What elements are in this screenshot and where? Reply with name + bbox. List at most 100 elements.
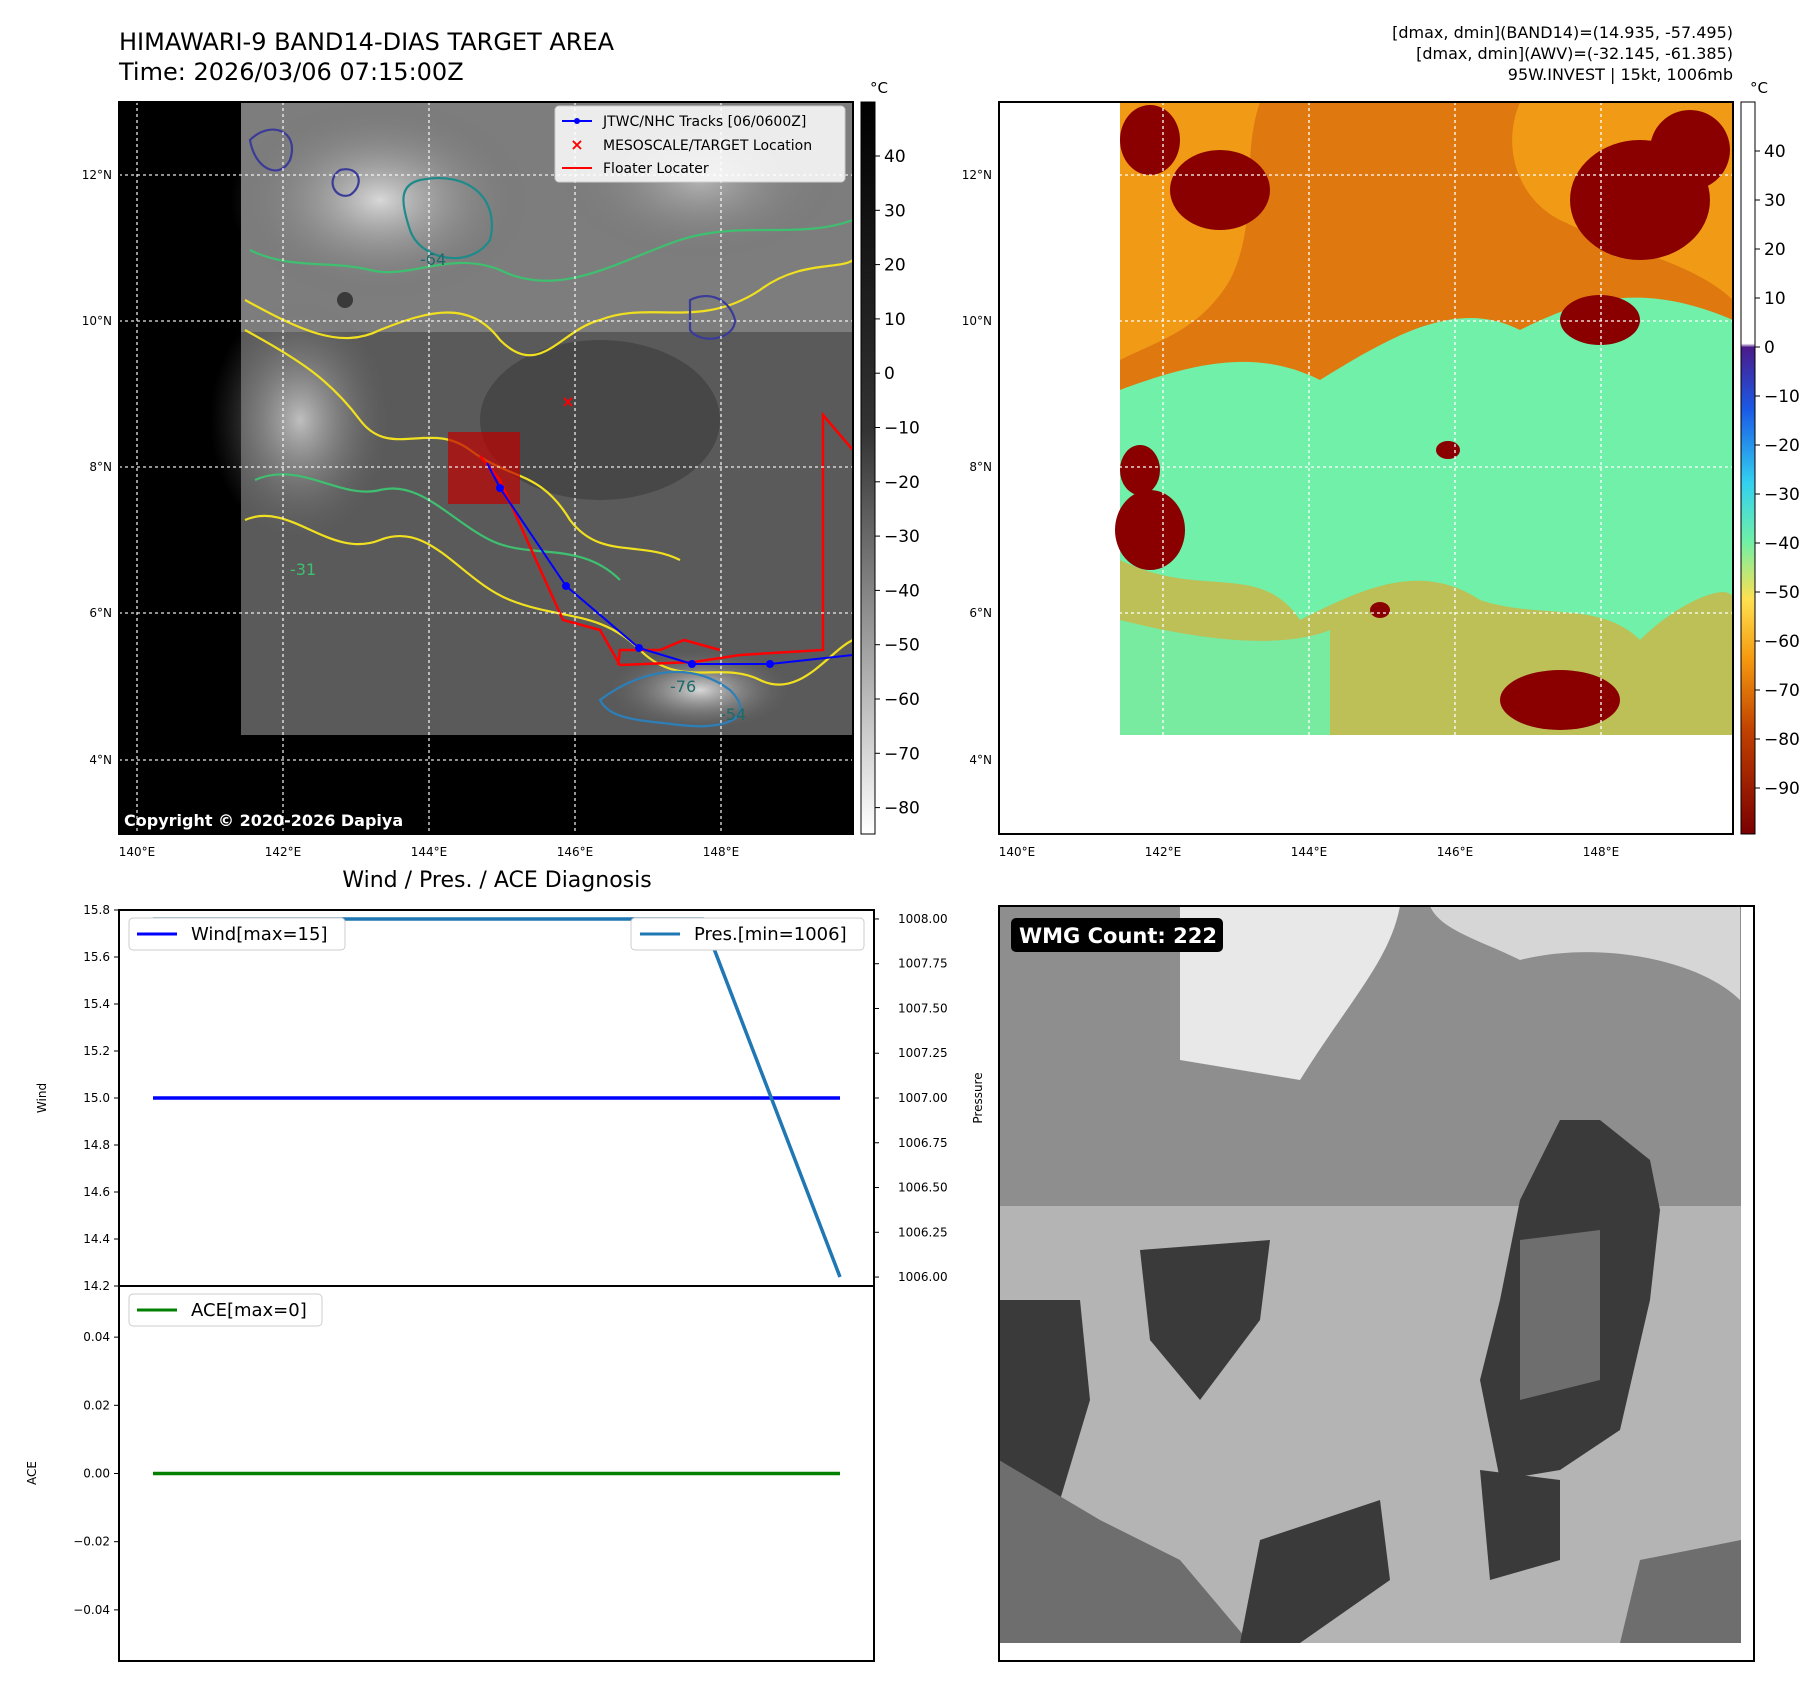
wind-axis-ticklabel: 14.4 (83, 1232, 110, 1246)
lat-tick: 8°N (969, 460, 992, 474)
colorbar-ir-ticklabel: 30 (884, 201, 906, 221)
pressure-axis-ticklabel: 1006.00 (898, 1270, 948, 1284)
lon-tick: 146°E (557, 845, 594, 859)
ace-axis-ticklabel: 0.04 (83, 1330, 110, 1344)
chart-title: Wind / Pres. / ACE Diagnosis (342, 868, 651, 893)
wind-axis-ticklabel: 15.0 (83, 1091, 110, 1105)
ace-axis-ticklabel: −0.04 (73, 1603, 110, 1617)
pressure-axis-ticklabel: 1006.50 (898, 1181, 948, 1195)
legend-floater: Floater Locater (603, 161, 709, 177)
colorbar-awv-ticklabel: −80 (1764, 730, 1800, 750)
wind-axis-ticklabel: 14.8 (83, 1138, 110, 1152)
lon-tick: 140°E (999, 845, 1036, 859)
pressure-axis-ticklabel: 1006.25 (898, 1225, 948, 1239)
figure-title: HIMAWARI-9 BAND14-DIAS TARGET AREA (119, 28, 615, 56)
pressure-axis-ticklabel: 1008.00 (898, 912, 948, 926)
lat-tick: 10°N (962, 314, 992, 328)
pressure-legend: Pres.[min=1006] (630, 917, 865, 951)
legend-target: MESOSCALE/TARGET Location (603, 138, 812, 154)
colorbar-awv-ticklabel: −10 (1764, 387, 1800, 407)
lat-tick: 10°N (82, 314, 112, 328)
stats-awv: [dmax, dmin](AWV)=(-32.145, -61.385) (1416, 44, 1733, 63)
lon-tick: 142°E (265, 845, 302, 859)
ace-axis-ticklabel: 0.02 (83, 1398, 110, 1412)
lat-tick: 12°N (962, 168, 992, 182)
colorbar-awv-ticklabel: −50 (1764, 583, 1800, 603)
copyright: Copyright © 2020-2026 Dapiya (124, 811, 403, 830)
colorbar-awv-ticklabel: 40 (1764, 142, 1786, 162)
map-legend: JTWC/NHC Tracks [06/0600Z] × MESOSCALE/T… (554, 105, 846, 183)
lat-tick: 6°N (969, 606, 992, 620)
storm-info: 95W.INVEST | 15kt, 1006mb (1508, 65, 1733, 84)
colorbar-unit: °C (1750, 79, 1768, 97)
pressure-axis-ticklabel: 1007.00 (898, 1091, 948, 1105)
colorbar-awv-ticklabel: −70 (1764, 681, 1800, 701)
lon-tick: 148°E (703, 845, 740, 859)
colorbar-ir-ticklabel: 10 (884, 310, 906, 330)
wind-axis-ticklabel: 15.2 (83, 1044, 110, 1058)
pressure-legend-label: Pres.[min=1006] (694, 924, 847, 945)
colorbar-ir-ticklabel: 20 (884, 256, 906, 276)
wind-axis-label: Wind (35, 1083, 49, 1113)
lat-tick: 4°N (969, 753, 992, 767)
lon-tick: 148°E (1583, 845, 1620, 859)
wind-legend: Wind[max=15] (128, 917, 346, 951)
colorbar-ir-ticklabel: −50 (884, 636, 920, 656)
floater-locater-line (479, 411, 853, 667)
pressure-axis-ticklabel: 1007.75 (898, 957, 948, 971)
colorbar-awv-ticklabel: 20 (1764, 240, 1786, 260)
contour-label: -76 (670, 677, 696, 696)
colorbar-ir-ticklabel: −20 (884, 473, 920, 493)
wind-legend-label: Wind[max=15] (191, 924, 328, 945)
colorbar-ir-ticklabel: −80 (884, 799, 920, 819)
ace-chart: ACE 0.04 0.02 0.00 −0.02 −0.04 ACE[max=0] (25, 1285, 875, 1662)
colorbar-awv-ticklabel: −20 (1764, 436, 1800, 456)
colorbar-ir-ticklabel: −30 (884, 527, 920, 547)
ace-legend-label: ACE[max=0] (191, 1300, 307, 1321)
pressure-axis-ticklabel: 1006.75 (898, 1136, 948, 1150)
wmg-count: WMG Count: 222 (1019, 924, 1217, 948)
colorbar-ir-ticklabel: −10 (884, 419, 920, 439)
ace-axis-ticklabel: −0.02 (73, 1535, 110, 1549)
wmg-panel: WMG Count: 222 (998, 905, 1755, 1662)
lon-tick: 144°E (411, 845, 448, 859)
colorbar-awv-ticklabel: −30 (1764, 485, 1800, 505)
contour-label: -64 (420, 250, 446, 269)
wind-axis-ticklabel: 15.4 (83, 997, 110, 1011)
ace-axis-label: ACE (25, 1461, 39, 1485)
colorbar-ir-ticklabel: −70 (884, 744, 920, 764)
lon-tick: 146°E (1437, 845, 1474, 859)
legend-track: JTWC/NHC Tracks [06/0600Z] (602, 114, 806, 130)
svg-text:×: × (570, 135, 583, 154)
colorbar-ir-ticklabel: 40 (884, 147, 906, 167)
contour-label: -54 (720, 705, 746, 724)
ace-legend: ACE[max=0] (128, 1293, 323, 1327)
colorbar-awv-ticklabel: −90 (1764, 779, 1800, 799)
target-location-marker: × (561, 392, 574, 411)
target-box (448, 432, 520, 504)
lat-tick: 4°N (89, 753, 112, 767)
wind-axis-ticklabel: 15.6 (83, 950, 110, 964)
lat-tick: 8°N (89, 460, 112, 474)
lon-tick: 144°E (1291, 845, 1328, 859)
pressure-axis-ticklabel: 1007.25 (898, 1046, 948, 1060)
contour-label: -31 (290, 560, 316, 579)
pressure-axis-label: Pressure (971, 1072, 985, 1123)
colorbar-ir-ticklabel: −60 (884, 690, 920, 710)
stats-band14: [dmax, dmin](BAND14)=(14.935, -57.495) (1392, 23, 1733, 42)
colorbar-awv-ticklabel: 10 (1764, 289, 1786, 309)
colorbar-ir-ticklabel: −40 (884, 581, 920, 601)
colorbar-awv-ticklabel: 0 (1764, 338, 1775, 358)
colorbar-ir: °C 40 30 20 10 0 −10 −20 −30 −40 −50 −60 −70 −80 (860, 79, 920, 835)
lat-tick: 6°N (89, 606, 112, 620)
lon-tick: 142°E (1145, 845, 1182, 859)
pressure-axis-ticklabel: 1007.50 (898, 1001, 948, 1015)
colorbar-awv-ticklabel: −60 (1764, 632, 1800, 652)
wind-axis-ticklabel: 14.2 (83, 1279, 110, 1293)
wind-pressure-chart: Wind Pressure 15.8 15.6 15.4 15.2 15.0 14.8 14… (35, 903, 985, 1293)
colorbar-awv: °C 40 30 20 10 0 −10 −20 −30 −40 −50 −60 −70 −80 −90 (1740, 79, 1800, 835)
lon-tick: 140°E (119, 845, 156, 859)
colorbar-awv-ticklabel: −40 (1764, 534, 1800, 554)
colorbar-awv-ticklabel: 30 (1764, 191, 1786, 211)
